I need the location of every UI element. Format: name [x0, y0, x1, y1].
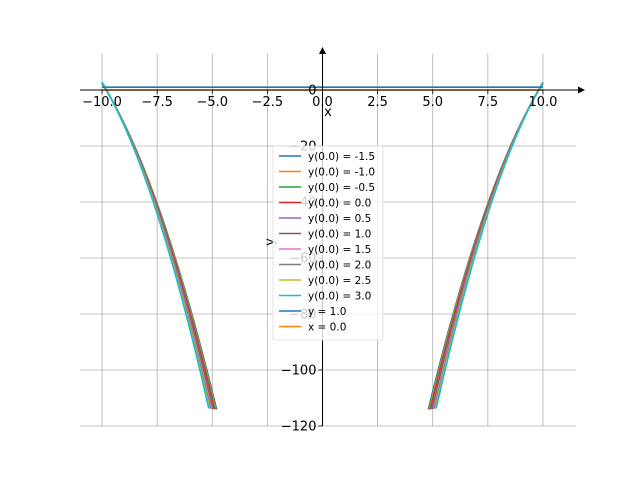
legend-label-11: x = 0.0 [308, 321, 346, 333]
x-tick-label-7: 7.5 [477, 95, 498, 110]
series-line-right-6 [432, 82, 544, 409]
series-line-right-9 [435, 81, 544, 409]
legend: y(0.0) = -1.5 y(0.0) = -1.0 y(0.0) = -0.5 y… [272, 145, 384, 341]
y-tick-label-6: −120 [281, 420, 317, 435]
x-tick-label-4: 0.0 [312, 95, 333, 110]
legend-label-6: y(0.0) = 1.5 [308, 244, 371, 256]
legend-label-3: y(0.0) = 0.0 [308, 197, 371, 209]
x-tick-label-1: −7.5 [141, 95, 173, 110]
legend-label-7: y(0.0) = 2.0 [308, 259, 371, 271]
legend-box [272, 145, 384, 341]
x-tick-label-2: −5.0 [196, 95, 228, 110]
legend-label-0: y(0.0) = -1.5 [308, 151, 375, 163]
x-tick-label-6: 5.0 [422, 95, 443, 110]
y-tick-label-0: 0 [308, 84, 316, 99]
y-tick-label-5: −100 [281, 364, 317, 379]
legend-label-1: y(0.0) = -1.0 [308, 166, 375, 178]
series-line-right-8 [434, 81, 544, 409]
series-line-left-8 [101, 81, 211, 409]
legend-label-4: y(0.0) = 0.5 [308, 213, 371, 225]
x-axis-arrow [578, 86, 585, 94]
series-line-left-6 [101, 82, 213, 409]
legend-label-9: y(0.0) = 3.0 [308, 290, 371, 302]
x-tick-label-8: 10.0 [528, 95, 557, 110]
series-line-left-9 [101, 81, 210, 409]
x-tick-label-3: −2.5 [252, 95, 284, 110]
legend-label-10: y = 1.0 [308, 306, 346, 318]
x-tick-label-0: −10.0 [82, 95, 122, 110]
y-axis-arrow [318, 47, 326, 54]
series-line-right-4 [431, 82, 544, 410]
legend-label-8: y(0.0) = 2.5 [308, 275, 371, 287]
x-tick-label-5: 2.5 [367, 95, 388, 110]
x-axis-label: x [324, 105, 332, 120]
series-line-left-7 [101, 82, 212, 409]
legend-label-2: y(0.0) = -0.5 [308, 182, 375, 194]
y-axis-label: y [263, 238, 278, 246]
series-line-left-4 [101, 82, 214, 410]
legend-label-5: y(0.0) = 1.0 [308, 228, 371, 240]
series-line-right-7 [433, 82, 544, 409]
